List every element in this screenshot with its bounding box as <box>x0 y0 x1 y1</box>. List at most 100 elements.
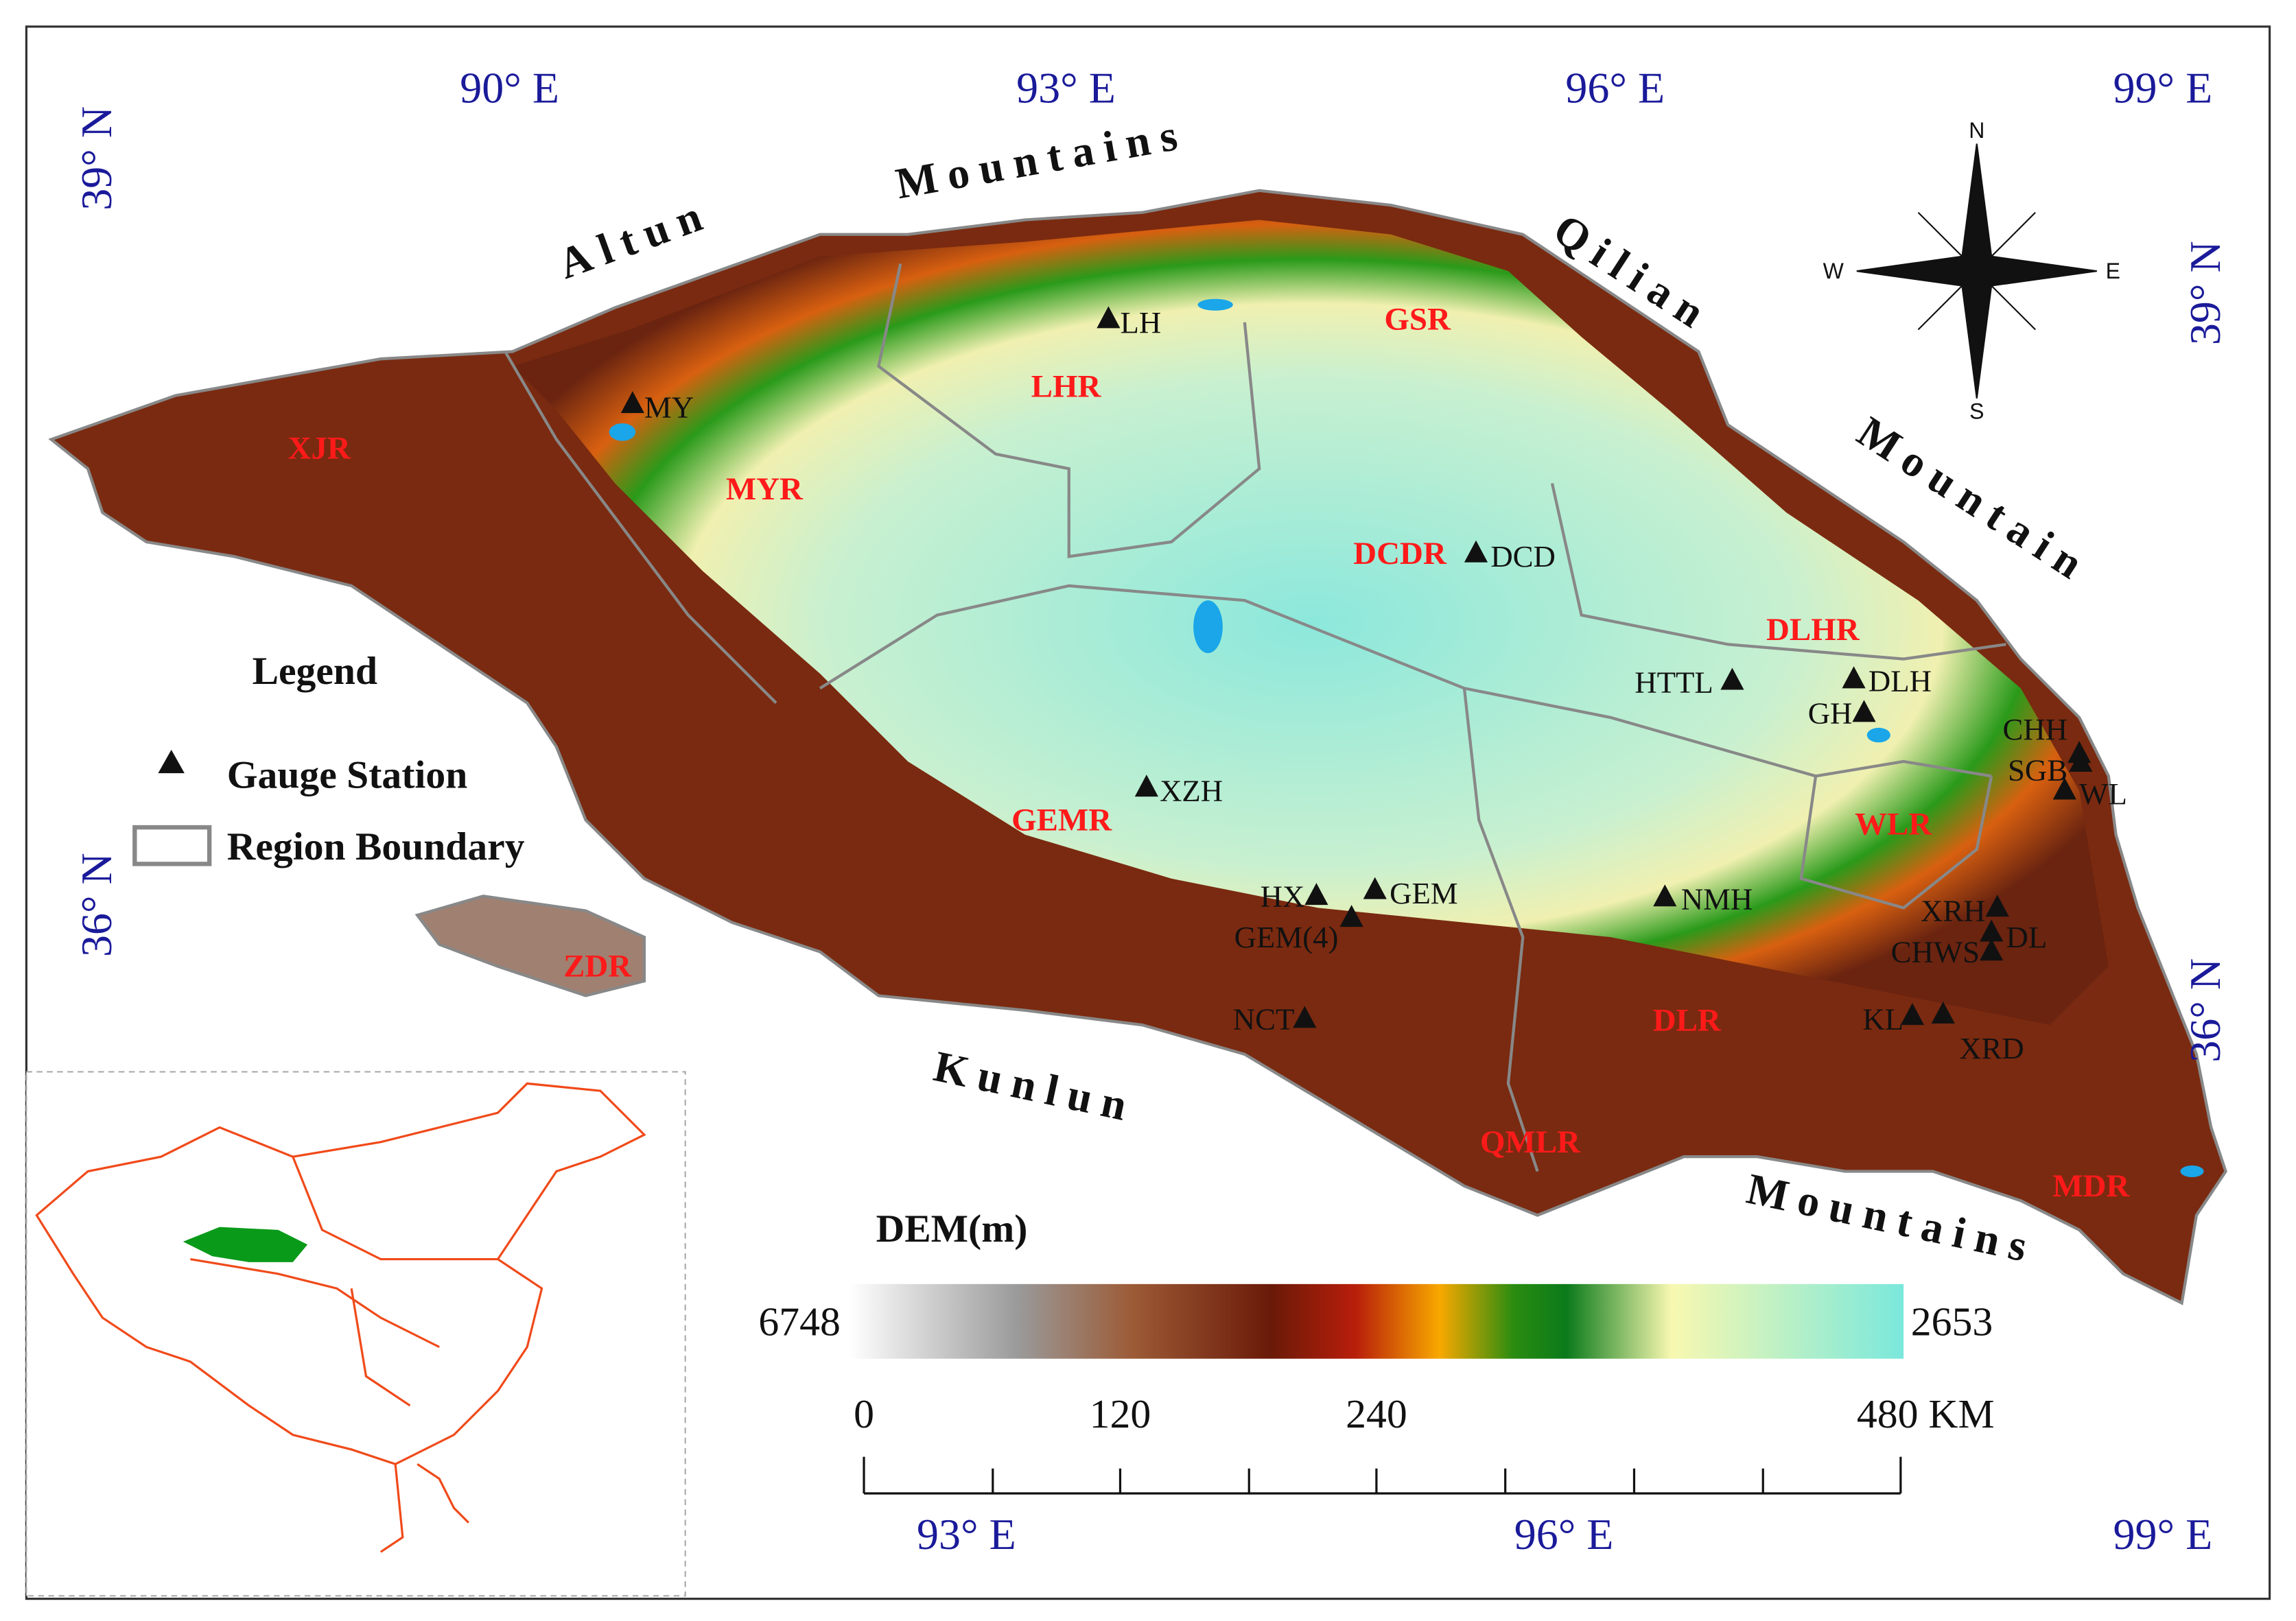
gauge-station <box>1134 774 1158 797</box>
region-boundaries <box>1462 688 1539 1172</box>
zdr-relief <box>414 895 646 997</box>
station-label: LH <box>1120 305 1161 340</box>
legend-title: Legend <box>253 650 377 693</box>
station-label: XRD <box>1959 1031 2024 1065</box>
gauge-station <box>1842 666 1866 689</box>
gauge-station <box>1097 306 1121 329</box>
region-label: MYR <box>726 471 804 507</box>
longitude-label: 96° E <box>1514 1510 1614 1559</box>
station-label: XRH <box>1921 894 1986 928</box>
colorbar-max: 6748 <box>758 1299 841 1345</box>
legend-triangle <box>158 749 185 774</box>
station-label: WL <box>2079 777 2127 811</box>
compass-label: N <box>1969 118 1984 143</box>
longitude-label: 93° E <box>1016 64 1116 113</box>
station-label: MY <box>644 390 694 425</box>
region-label: ZDR <box>563 949 632 984</box>
latitude-label: 36° N <box>72 853 121 957</box>
station-label: XZH <box>1160 774 1223 808</box>
region-label: GEMR <box>1011 802 1112 838</box>
region-label: DCDR <box>1353 536 1447 571</box>
station-label: KL <box>1862 1002 1903 1037</box>
basin-floor <box>512 220 2109 1026</box>
gauge-station <box>620 391 644 414</box>
gauge-station <box>1980 938 2004 961</box>
legend-item: Gauge Station <box>227 753 467 796</box>
gauge-station <box>1980 919 2004 942</box>
scale-bar <box>863 1456 1902 1495</box>
region-boundaries <box>504 351 777 705</box>
region-label: DLHR <box>1766 612 1860 648</box>
study-area <box>183 1227 308 1262</box>
lake <box>1866 727 1890 743</box>
lake <box>609 423 636 441</box>
latitude-label: 39° N <box>72 106 121 211</box>
gauge-station <box>1293 1006 1317 1028</box>
mountain-label: Altun <box>552 188 718 288</box>
station-label: NCT <box>1233 1002 1295 1037</box>
china-inset <box>35 1082 646 1553</box>
region-label: XJR <box>288 430 351 466</box>
station-label: DLH <box>1869 664 1932 698</box>
region-boundaries <box>876 263 1261 558</box>
lake <box>2180 1165 2204 1178</box>
station-label: GH <box>1808 696 1853 731</box>
lake <box>1193 600 1223 654</box>
longitude-label: 90° E <box>460 64 559 113</box>
legend-item: Region Boundary <box>227 825 525 868</box>
scale-label: 0 <box>854 1391 874 1436</box>
mountain-label: Kunlun <box>930 1041 1141 1132</box>
colorbar-min: 2653 <box>1911 1299 1993 1345</box>
region-boundaries <box>1550 483 2006 661</box>
gauge-station <box>1304 883 1328 906</box>
frame <box>25 25 2271 1600</box>
gauge-station <box>1653 884 1677 907</box>
latitude-label: 36° N <box>2181 958 2229 1063</box>
legend-box <box>132 825 212 866</box>
colorbar-title: DEM(m) <box>876 1207 1028 1251</box>
station-label: DCD <box>1490 539 1556 573</box>
station-label: SGB <box>2008 753 2067 788</box>
scale-label: 120 <box>1090 1391 1151 1436</box>
station-label: CHWS <box>1891 934 1980 969</box>
mountain-label: Mountains <box>892 109 1191 209</box>
longitude-label: 96° E <box>1565 64 1665 113</box>
compass-rose <box>1856 143 2097 399</box>
region-boundaries <box>1799 775 1993 910</box>
gauge-station <box>1464 540 1488 563</box>
region-label: GSR <box>1384 302 1451 338</box>
stations: LH MY DCD HTTL DLH GH CHH SGB WL XZH HX GEM GEM(4) NM… <box>620 305 2127 1065</box>
station-label: GEM(4) <box>1234 920 1339 954</box>
region-boundaries <box>819 584 1992 778</box>
region-label: WLR <box>1855 807 1932 842</box>
gauge-station <box>2067 741 2092 764</box>
compass-label: S <box>1969 399 1984 424</box>
gauge-station <box>1900 1003 1924 1026</box>
compass-label: E <box>2106 259 2120 283</box>
lake <box>1197 298 1233 311</box>
gauge-station <box>1720 667 1744 690</box>
station-label: HX <box>1261 879 1305 913</box>
station-label: GEM <box>1390 876 1458 910</box>
compass-label: W <box>1823 259 1844 283</box>
gauge-station <box>1852 700 1876 722</box>
scale-label: 240 <box>1346 1391 1407 1436</box>
gauge-station <box>1931 1001 1955 1024</box>
gauge-station <box>1363 877 1387 899</box>
colorbar <box>849 1283 1904 1359</box>
gauge-station <box>1985 895 2009 917</box>
scale-label: 480 KM <box>1857 1391 1995 1436</box>
station-label: DL <box>2006 920 2047 954</box>
station-label: NMH <box>1681 882 1753 916</box>
latitude-label: 39° N <box>2181 241 2229 345</box>
longitude-label: 93° E <box>917 1510 1016 1559</box>
station-label: CHH <box>2003 712 2068 746</box>
region-label: MDR <box>2052 1168 2130 1204</box>
station-label: HTTL <box>1635 665 1713 700</box>
longitude-label: 99° E <box>2113 64 2212 113</box>
gauge-station <box>2052 777 2076 800</box>
region-label: LHR <box>1031 369 1102 405</box>
inset-frame <box>25 1071 686 1597</box>
region-label: QMLR <box>1480 1124 1581 1160</box>
